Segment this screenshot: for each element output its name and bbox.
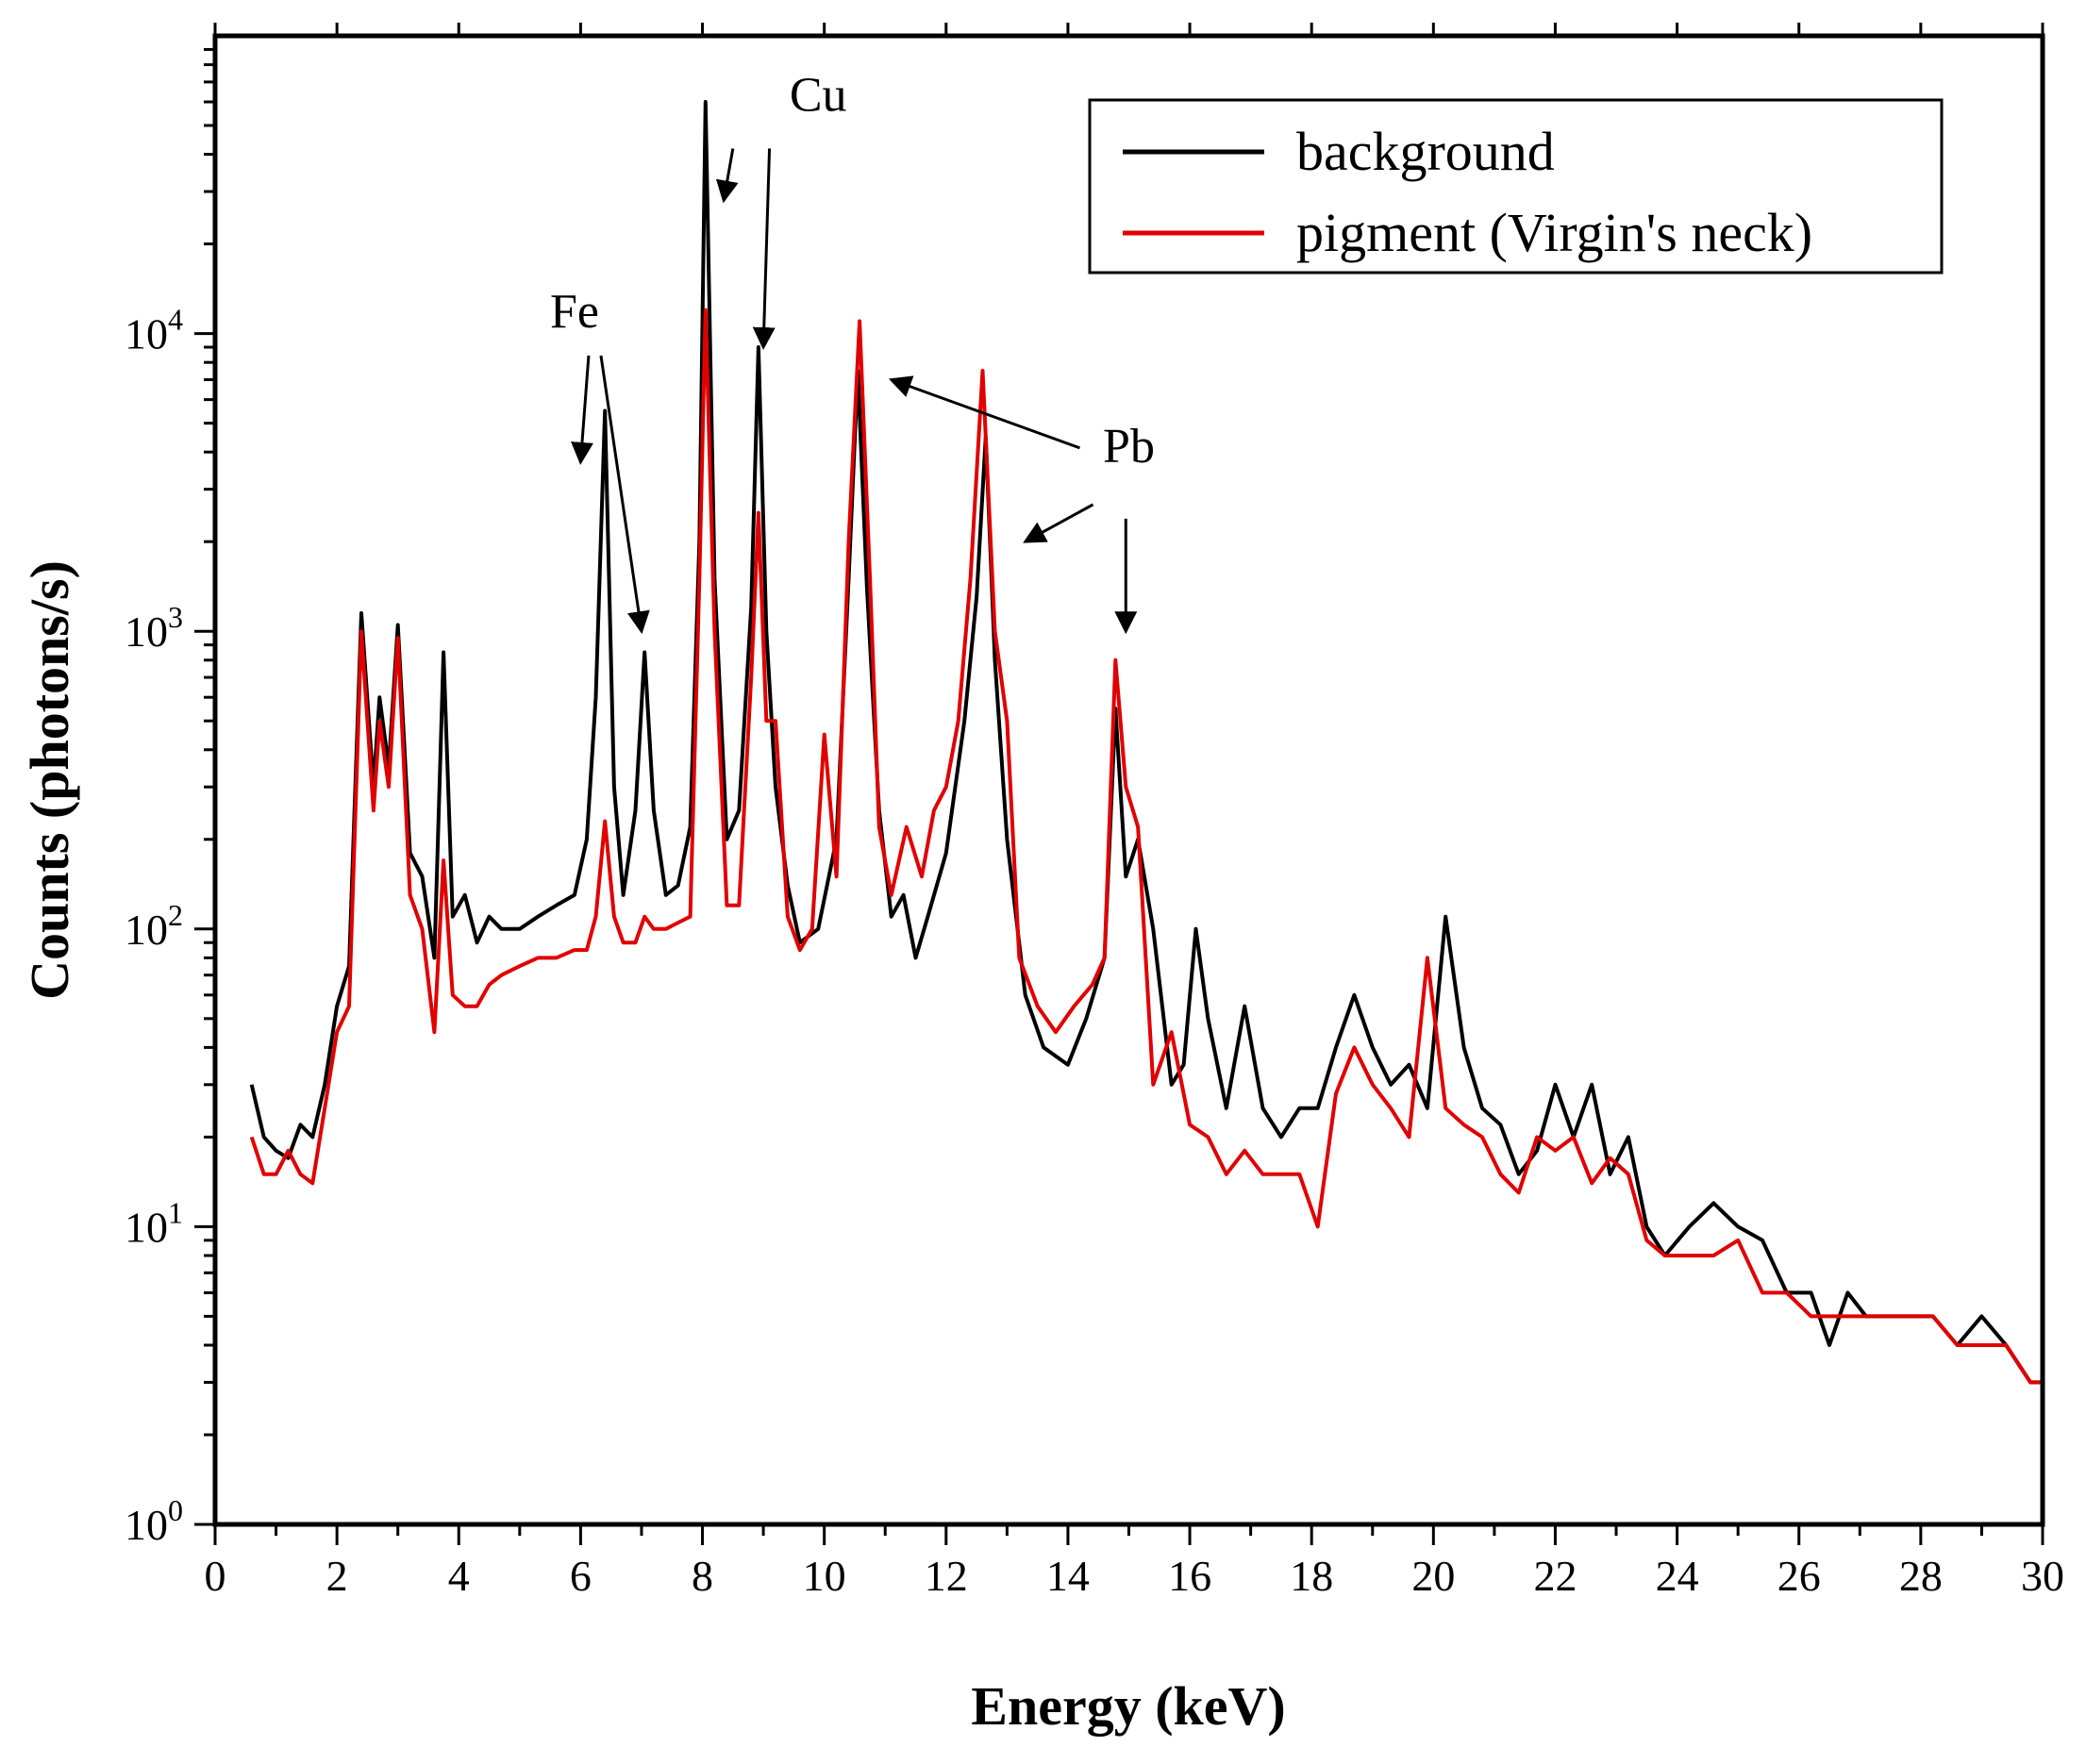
legend: background pigment (Virgin's neck)	[1088, 98, 1944, 275]
x-tick-label: 26	[1777, 1552, 1821, 1600]
annotation-cu: Cu	[790, 68, 847, 122]
x-tick-label: 28	[1899, 1552, 1943, 1600]
series-line-background	[249, 100, 2043, 1385]
legend-label-pigment: pigment (Virgin's neck)	[1296, 202, 1812, 263]
x-tick-label: 20	[1411, 1552, 1455, 1600]
series-line-pigment	[249, 308, 2043, 1385]
annotation-arrow	[1023, 503, 1094, 543]
y-tick-label: 100	[125, 1493, 183, 1549]
x-tick-label: 10	[803, 1552, 846, 1600]
series-layer	[249, 100, 2043, 1385]
y-tick-label: 103	[125, 600, 183, 656]
annotation-layer: Cu Fe Pb	[550, 68, 1155, 635]
annotation-arrow	[599, 355, 650, 635]
y-tick-label: 104	[125, 303, 183, 358]
x-tick-label: 6	[570, 1552, 592, 1600]
x-tick-label: 16	[1168, 1552, 1211, 1600]
x-axis: 0 2 4 6 8 10 12 14 16 18 20 22 24 26 28 30	[205, 23, 2064, 1600]
annotation-arrow	[571, 355, 593, 465]
y-tick-label: 101	[125, 1195, 183, 1251]
x-tick-label: 30	[2021, 1552, 2064, 1600]
x-tick-label: 14	[1046, 1552, 1090, 1600]
x-axis-title: Energy (keV)	[971, 1675, 1285, 1737]
annotation-arrow	[888, 375, 1081, 450]
x-tick-label: 24	[1656, 1552, 1699, 1600]
x-tick-label: 22	[1533, 1552, 1577, 1600]
x-tick-label: 18	[1290, 1552, 1333, 1600]
x-tick-label: 4	[448, 1552, 470, 1600]
x-tick-label: 0	[205, 1552, 226, 1600]
annotation-pb: Pb	[1103, 420, 1155, 474]
x-tick-label: 2	[326, 1552, 348, 1600]
annotation-arrow	[715, 148, 739, 204]
x-tick-label: 8	[692, 1552, 713, 1600]
legend-label-background: background	[1296, 121, 1555, 182]
y-axis-title: Counts (photons/s)	[19, 560, 80, 1000]
x-tick-label: 12	[925, 1552, 968, 1600]
annotation-arrow	[752, 148, 776, 351]
y-tick-label: 102	[125, 898, 183, 954]
annotation-fe: Fe	[550, 285, 599, 339]
y-axis: 100 101 102 103 104	[125, 47, 215, 1549]
legend-box	[1088, 98, 1944, 275]
